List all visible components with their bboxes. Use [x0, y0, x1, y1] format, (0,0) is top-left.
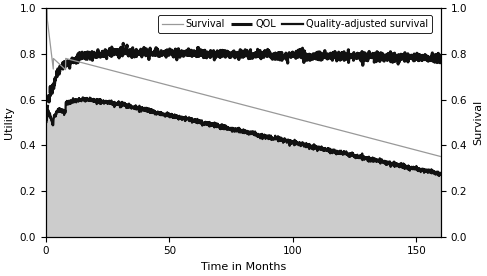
Survival: [235, 102, 241, 105]
X-axis label: Time in Months: Time in Months: [201, 262, 286, 272]
Legend: Survival, QOL, Quality-adjusted survival: Survival, QOL, Quality-adjusted survival: [158, 15, 432, 33]
Y-axis label: Utility: Utility: [4, 106, 14, 139]
QOL: [427, 55, 433, 59]
QOL: [120, 42, 126, 45]
Survival: [438, 155, 444, 158]
Survival: [225, 99, 230, 102]
Line: QOL: QOL: [46, 43, 441, 123]
QOL: [43, 121, 49, 124]
Survival: [427, 152, 432, 155]
Quality-adjusted survival: [235, 128, 241, 131]
Quality-adjusted survival: [80, 96, 86, 99]
QOL: [225, 54, 231, 57]
Quality-adjusted survival: [43, 121, 49, 125]
Survival: [354, 133, 360, 136]
QOL: [438, 52, 444, 55]
QOL: [63, 63, 69, 67]
Quality-adjusted survival: [427, 170, 433, 173]
QOL: [355, 52, 360, 55]
Survival: [43, 7, 49, 10]
Quality-adjusted survival: [63, 100, 69, 104]
Survival: [427, 152, 432, 155]
Line: Survival: Survival: [46, 8, 441, 156]
QOL: [235, 51, 241, 54]
Survival: [63, 57, 69, 60]
Quality-adjusted survival: [355, 153, 360, 156]
Line: Quality-adjusted survival: Quality-adjusted survival: [46, 97, 441, 176]
Quality-adjusted survival: [438, 171, 444, 175]
Quality-adjusted survival: [427, 169, 432, 172]
Quality-adjusted survival: [225, 128, 231, 131]
QOL: [427, 57, 432, 61]
Quality-adjusted survival: [436, 174, 442, 177]
Y-axis label: Survival: Survival: [473, 100, 483, 145]
